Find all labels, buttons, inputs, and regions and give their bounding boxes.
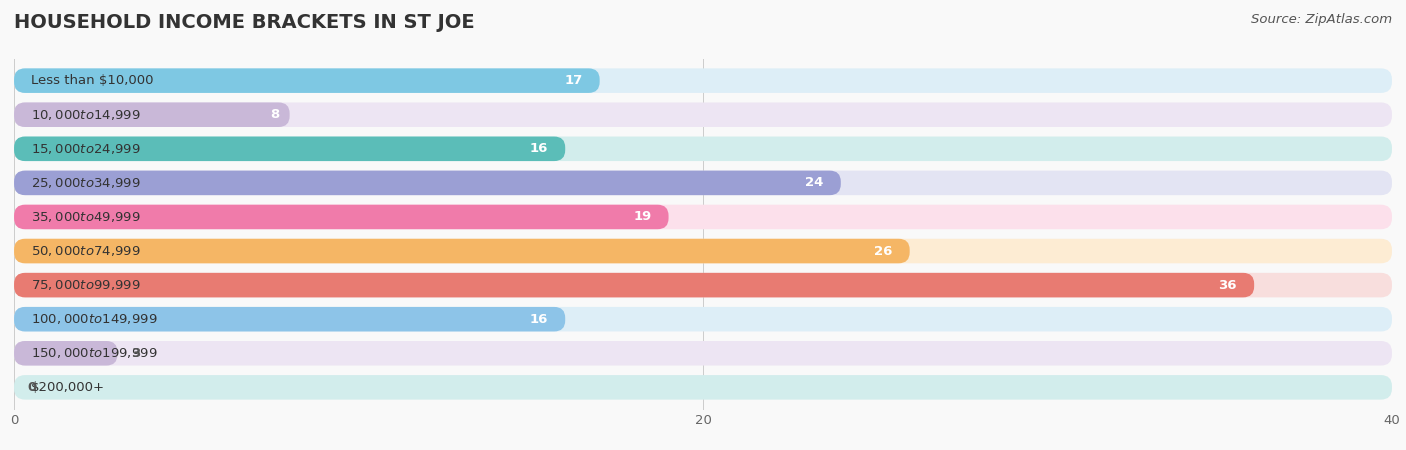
FancyBboxPatch shape (14, 341, 118, 365)
Text: 36: 36 (1219, 279, 1237, 292)
Text: 8: 8 (270, 108, 280, 121)
Text: $150,000 to $199,999: $150,000 to $199,999 (31, 346, 157, 360)
Text: $35,000 to $49,999: $35,000 to $49,999 (31, 210, 141, 224)
FancyBboxPatch shape (14, 273, 1392, 297)
Text: 17: 17 (564, 74, 582, 87)
Text: $25,000 to $34,999: $25,000 to $34,999 (31, 176, 141, 190)
Text: 26: 26 (875, 244, 893, 257)
FancyBboxPatch shape (14, 205, 1392, 229)
FancyBboxPatch shape (14, 273, 1254, 297)
FancyBboxPatch shape (14, 239, 910, 263)
FancyBboxPatch shape (14, 103, 1392, 127)
FancyBboxPatch shape (14, 136, 565, 161)
Text: $15,000 to $24,999: $15,000 to $24,999 (31, 142, 141, 156)
Text: 24: 24 (806, 176, 824, 189)
Text: $200,000+: $200,000+ (31, 381, 105, 394)
FancyBboxPatch shape (14, 239, 1392, 263)
FancyBboxPatch shape (14, 307, 565, 332)
FancyBboxPatch shape (14, 68, 1392, 93)
FancyBboxPatch shape (14, 375, 1392, 400)
FancyBboxPatch shape (14, 68, 599, 93)
Text: HOUSEHOLD INCOME BRACKETS IN ST JOE: HOUSEHOLD INCOME BRACKETS IN ST JOE (14, 14, 475, 32)
FancyBboxPatch shape (14, 307, 1392, 332)
Text: $10,000 to $14,999: $10,000 to $14,999 (31, 108, 141, 122)
FancyBboxPatch shape (14, 205, 669, 229)
FancyBboxPatch shape (14, 171, 841, 195)
Text: 16: 16 (530, 142, 548, 155)
Text: $50,000 to $74,999: $50,000 to $74,999 (31, 244, 141, 258)
FancyBboxPatch shape (14, 136, 1392, 161)
Text: 16: 16 (530, 313, 548, 326)
FancyBboxPatch shape (14, 171, 1392, 195)
FancyBboxPatch shape (14, 103, 290, 127)
Text: 3: 3 (131, 347, 141, 360)
Text: 0: 0 (28, 381, 37, 394)
Text: 19: 19 (633, 211, 651, 224)
FancyBboxPatch shape (14, 341, 1392, 365)
Text: $75,000 to $99,999: $75,000 to $99,999 (31, 278, 141, 292)
Text: Source: ZipAtlas.com: Source: ZipAtlas.com (1251, 14, 1392, 27)
Text: $100,000 to $149,999: $100,000 to $149,999 (31, 312, 157, 326)
Text: Less than $10,000: Less than $10,000 (31, 74, 153, 87)
